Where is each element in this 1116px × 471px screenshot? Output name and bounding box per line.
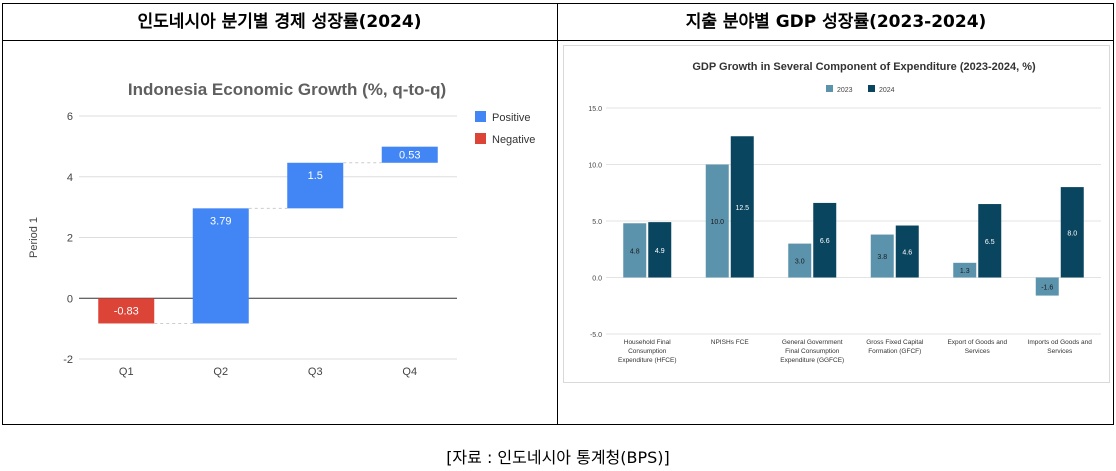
- bar-2023: [870, 234, 894, 278]
- waterfall-chart-panel: Indonesia Economic Growth (%, q-to-q) -2 0…: [7, 45, 553, 421]
- bar-2023: [953, 262, 977, 278]
- bar-2024: [895, 225, 919, 278]
- x-tick-label: Expenditure (HFCE): [618, 357, 677, 364]
- legend-swatch: [826, 85, 833, 92]
- legend-label: Negative: [492, 134, 535, 146]
- waterfall-chart: Indonesia Economic Growth (%, q-to-q) -2 0…: [28, 80, 535, 378]
- x-tick-label: Final Consumption: [785, 348, 840, 355]
- x-tick-label: General Government: [782, 339, 843, 346]
- bar-value-label: 10.0: [710, 219, 724, 226]
- bar-value-label: 3.79: [210, 215, 231, 227]
- bar-2024: [813, 202, 837, 278]
- bar-value-label: -0.83: [114, 305, 139, 317]
- bar-value-label: 4.6: [902, 250, 912, 257]
- x-tick-label: Services: [1047, 348, 1073, 355]
- header-divider: [2, 40, 1114, 41]
- y-tick-label: 2: [67, 233, 73, 245]
- bar-value-label: 1.5: [308, 170, 323, 182]
- source-caption: [자료 : 인도네시아 통계청(BPS)]: [446, 448, 670, 467]
- x-tick-label: Household Final: [624, 339, 672, 346]
- legend-swatch: [475, 133, 486, 144]
- legend-label: 2024: [879, 87, 895, 94]
- expenditure-bar-chart: GDP Growth in Several Component of Expen…: [588, 61, 1101, 364]
- bar-2023: [705, 164, 729, 278]
- bar-2024: [730, 136, 754, 278]
- waterfall-bar: [287, 162, 344, 209]
- left-column-header: 인도네시아 분기별 경제 성장률(2024): [137, 12, 422, 32]
- waterfall-bar: [381, 146, 438, 163]
- expenditure-chart-panel: GDP Growth in Several Component of Expen…: [563, 45, 1110, 383]
- bar-2024: [648, 222, 672, 278]
- bar-value-label: 3.0: [795, 259, 805, 266]
- right-column-header: 지출 분야별 GDP 성장률(2023-2024): [685, 12, 987, 32]
- x-tick-label: Formation (GFCF): [868, 348, 921, 355]
- bar-value-label: 6.5: [985, 239, 995, 246]
- y-tick-label: 5.0: [592, 219, 602, 226]
- table-frame: [2, 3, 1114, 425]
- bar-2023: [623, 223, 647, 278]
- x-tick-label: Q2: [213, 366, 228, 378]
- bar-value-label: 4.9: [655, 248, 665, 255]
- y-tick-label: 6: [67, 111, 73, 123]
- bar-value-label: 1.3: [960, 268, 970, 275]
- y-tick-label: -5.0: [590, 332, 602, 339]
- bar-2024: [978, 204, 1002, 278]
- bar-value-label: 4.8: [630, 248, 640, 255]
- x-tick-label: Imports od Goods and: [1028, 339, 1093, 346]
- legend-swatch: [868, 85, 875, 92]
- y-tick-label: 15.0: [588, 106, 602, 113]
- waterfall-bar: [98, 298, 155, 324]
- waterfall-bar: [192, 208, 249, 324]
- x-tick-label: Q1: [119, 366, 134, 378]
- legend-label: Positive: [492, 112, 531, 124]
- x-tick-label: Q3: [308, 366, 323, 378]
- y-tick-label: 0: [67, 293, 73, 305]
- bar-value-label: 0.53: [399, 150, 420, 162]
- x-tick-label: Q4: [402, 366, 417, 378]
- y-tick-label: 0.0: [592, 276, 602, 283]
- bar-2023: [788, 243, 812, 278]
- bar-value-label: 3.8: [877, 254, 887, 261]
- y-tick-label: 4: [67, 172, 73, 184]
- bar-value-label: 6.6: [820, 238, 830, 245]
- x-tick-label: Services: [965, 348, 991, 355]
- y-tick-label: -2: [63, 354, 73, 366]
- column-divider: [557, 3, 558, 425]
- chart-title: GDP Growth in Several Component of Expen…: [692, 61, 1036, 73]
- y-tick-label: 10.0: [588, 163, 602, 170]
- bar-value-label: 12.5: [735, 205, 749, 212]
- y-axis-label: Period 1: [28, 217, 40, 258]
- bar-value-label: -1.6: [1041, 285, 1053, 292]
- chart-title: Indonesia Economic Growth (%, q-to-q): [128, 80, 446, 99]
- bar-2024: [1060, 187, 1084, 278]
- legend-label: 2023: [837, 87, 853, 94]
- bar-value-label: 8.0: [1067, 230, 1077, 237]
- x-tick-label: Export of Goods and: [947, 339, 1007, 346]
- legend-swatch: [475, 111, 486, 122]
- x-tick-label: Gross Fixed Capital: [866, 339, 924, 346]
- x-tick-label: NPISHs FCE: [711, 339, 750, 346]
- x-tick-label: Consumption: [628, 348, 667, 355]
- x-tick-label: Expenditure (GGFCE): [780, 357, 844, 364]
- bar-2023: [1035, 277, 1059, 296]
